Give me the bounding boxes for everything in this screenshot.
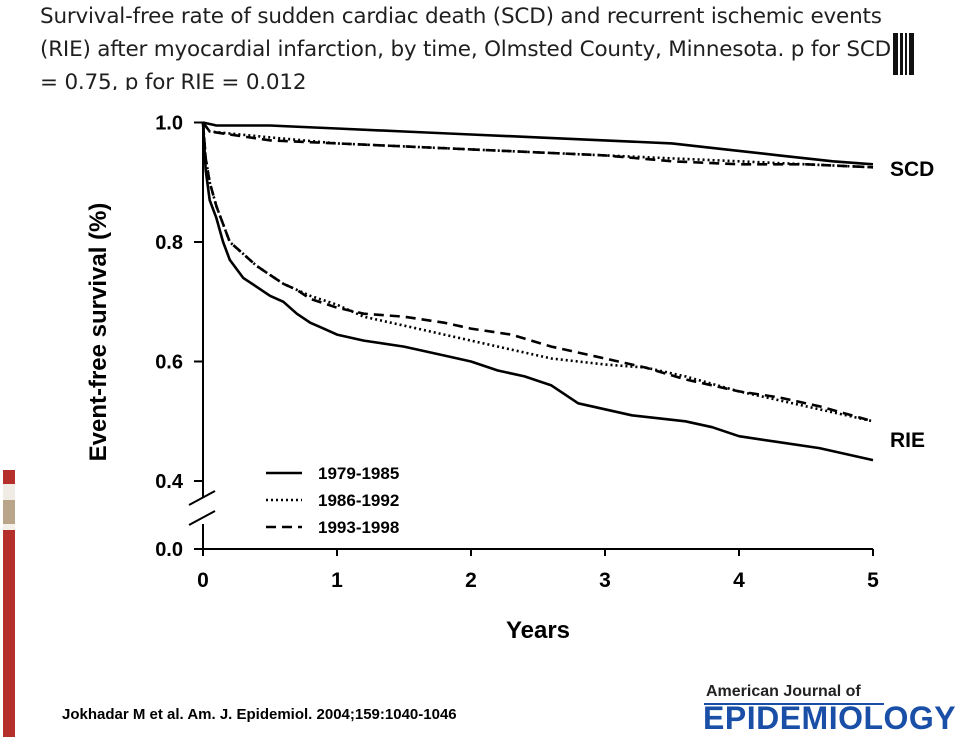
y-tick-label: 0.4 (155, 471, 184, 493)
x-tick-label: 0 (197, 569, 209, 592)
series-line-scd-dashed (201, 121, 874, 169)
legend-label: 1979-1985 (318, 464, 399, 483)
y-axis-label: Event-free survival (%) (85, 203, 112, 462)
series-line-rie-dotted (201, 122, 874, 423)
journal-logo-bottom: EPIDEMIOLOGY (703, 700, 957, 736)
chart-axes (188, 122, 873, 550)
legend-label: 1993-1998 (318, 518, 399, 537)
x-tick-label: 4 (733, 569, 745, 592)
axis-break-mark (188, 510, 216, 526)
x-tick-label: 1 (331, 569, 343, 592)
decorative-bars-icon (893, 33, 914, 75)
chart-series (201, 121, 874, 462)
citation: Jokhadar M et al. Am. J. Epidemiol. 2004… (62, 706, 457, 723)
axis-break-mark (188, 490, 216, 506)
rie-annotation: RIE (890, 429, 925, 452)
left-accent-strip (0, 470, 16, 737)
legend-label: 1986-1992 (318, 491, 399, 510)
chart-ticks: 0.0 0.4 0.6 0.8 1.0 0 1 2 3 4 5 (155, 113, 879, 593)
x-tick-label: 5 (867, 569, 879, 592)
x-tick-label: 2 (465, 569, 477, 592)
journal-logo-top: American Journal of (706, 683, 861, 700)
slide-title: Survival-free rate of sudden cardiac dea… (40, 4, 892, 90)
scd-annotation: SCD (890, 158, 934, 181)
series-line-scd-solid (202, 121, 874, 166)
y-tick-label: 1.0 (155, 113, 183, 135)
series-line-rie-dashed (201, 122, 874, 423)
x-axis-label: Years (506, 617, 570, 644)
y-tick-label: 0.6 (155, 352, 183, 374)
series-line-rie-solid (201, 122, 874, 462)
chart-legend: 1979-1985 1986-1992 1993-1998 (266, 464, 399, 537)
y-tick-label: 0.0 (155, 539, 183, 561)
x-tick-label: 3 (599, 569, 611, 592)
journal-logo-rule (704, 703, 884, 705)
series-line-scd-dotted (201, 121, 874, 169)
y-tick-label: 0.8 (155, 232, 183, 254)
